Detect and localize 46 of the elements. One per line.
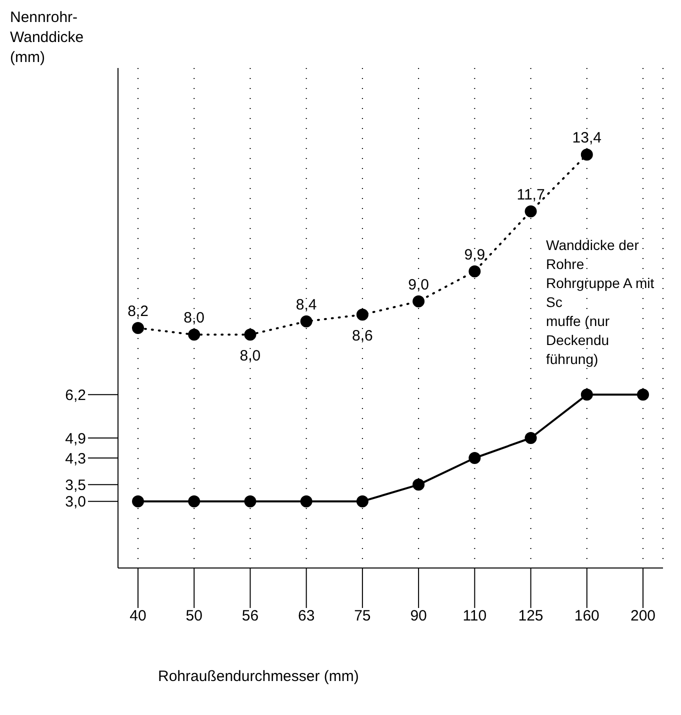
x-axis-title: Rohraußendurchmesser (mm) [158,668,359,685]
y-tick-label: 4,9 [65,430,86,448]
x-tick-label: 75 [354,608,371,625]
y-tick-label: 3,5 [65,476,86,494]
point [356,495,368,508]
data-label: 9,9 [464,246,486,264]
x-tick-label: 40 [130,608,146,625]
annotation: Wanddicke der Rohre Rohrgruppe A mit Sc muffe (nur Deckendu führung) [546,236,673,369]
point [300,315,312,328]
data-label: 9,0 [408,276,429,294]
x-tick-label: 160 [574,608,600,625]
point [244,328,256,341]
x-tick-label: 50 [186,608,202,625]
data-label: 11,7 [516,186,545,204]
point [356,308,368,321]
data-label: 13,4 [572,130,602,147]
point [468,452,481,464]
x-tick-label: 90 [410,608,427,625]
x-tick-label: 125 [518,608,544,625]
data-label: 8,0 [184,310,205,327]
point [244,495,256,508]
point [300,495,312,508]
point [132,322,144,334]
point [637,388,649,401]
x-tick-label: 56 [242,608,259,625]
point [580,388,593,401]
point [132,495,144,508]
point [188,495,200,508]
data-label: 8,4 [296,296,317,314]
point [524,432,537,444]
y-tick-label: 3,0 [65,494,86,511]
x-tick-label: 200 [630,608,656,625]
point [524,205,537,218]
x-tick-label: 63 [298,608,315,625]
point [468,265,481,278]
point [412,295,425,308]
data-label: 8,6 [352,328,373,345]
point [580,148,593,161]
point [188,328,200,341]
y-axis-title: Nennrohr- Wanddicke (mm) [10,8,84,68]
data-label: 8,0 [240,348,261,365]
y-tick-label: 6,2 [65,386,86,404]
data-label: 8,2 [128,303,148,320]
y-tick-label: 4,3 [65,450,86,468]
x-tick-label: 110 [462,608,487,625]
point [412,478,425,491]
